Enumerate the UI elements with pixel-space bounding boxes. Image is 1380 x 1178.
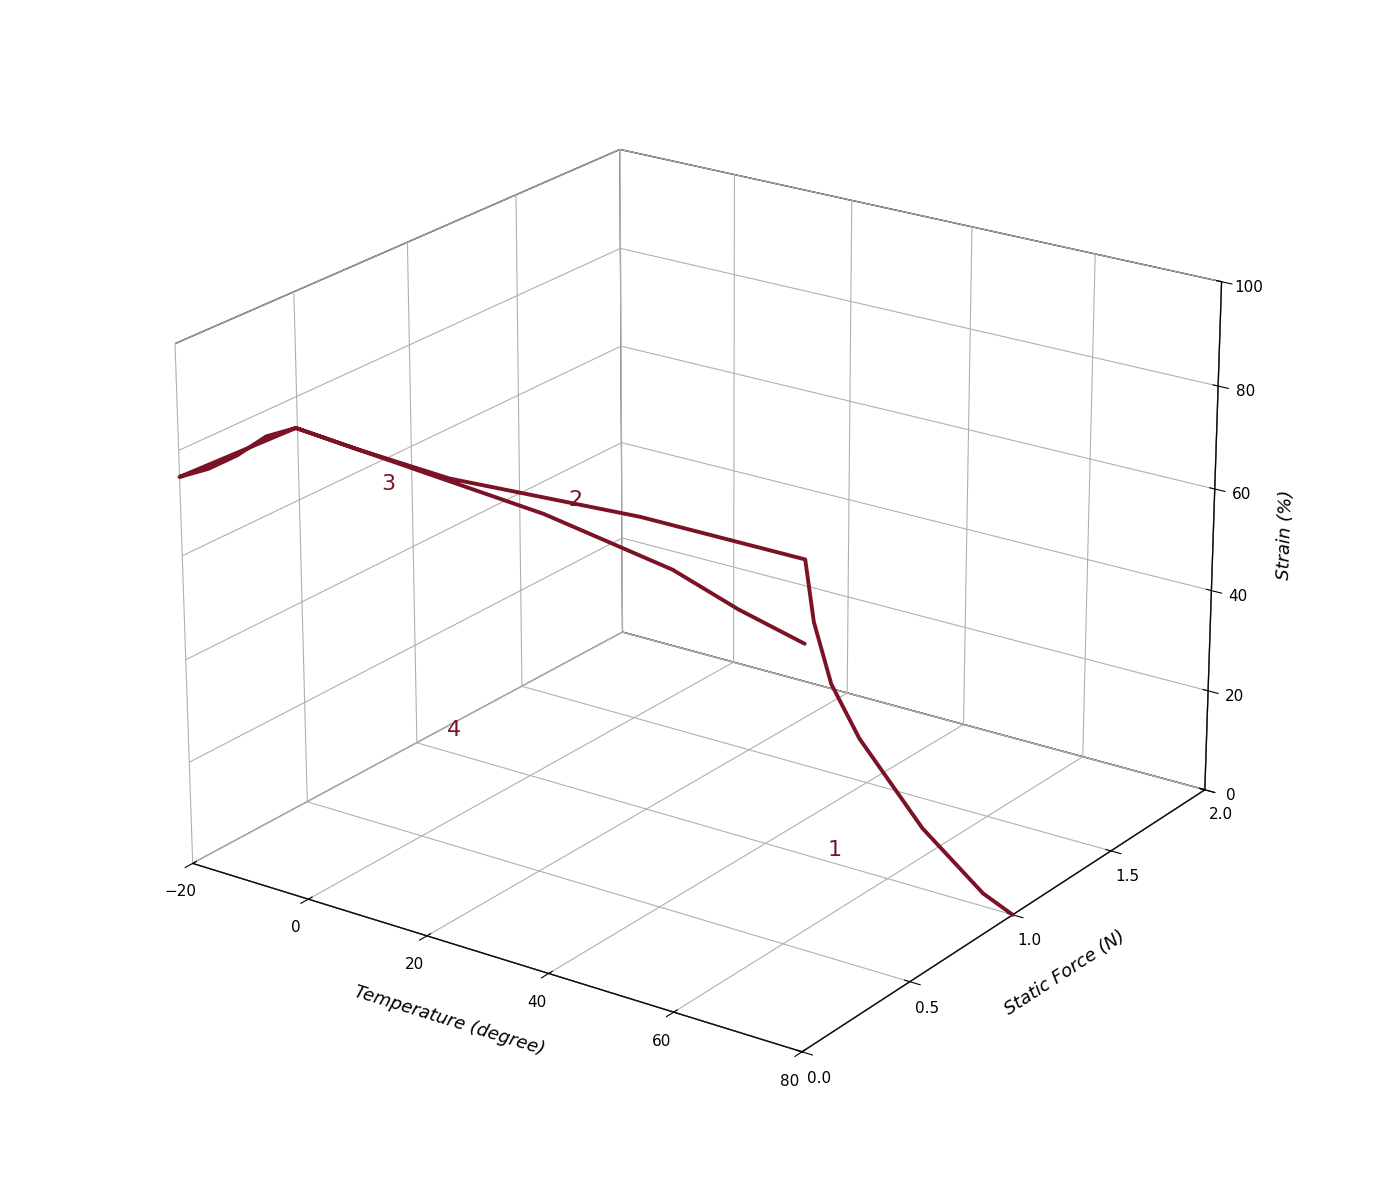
Y-axis label: Static Force (N): Static Force (N) — [1002, 927, 1129, 1019]
X-axis label: Temperature (degree): Temperature (degree) — [352, 982, 546, 1058]
